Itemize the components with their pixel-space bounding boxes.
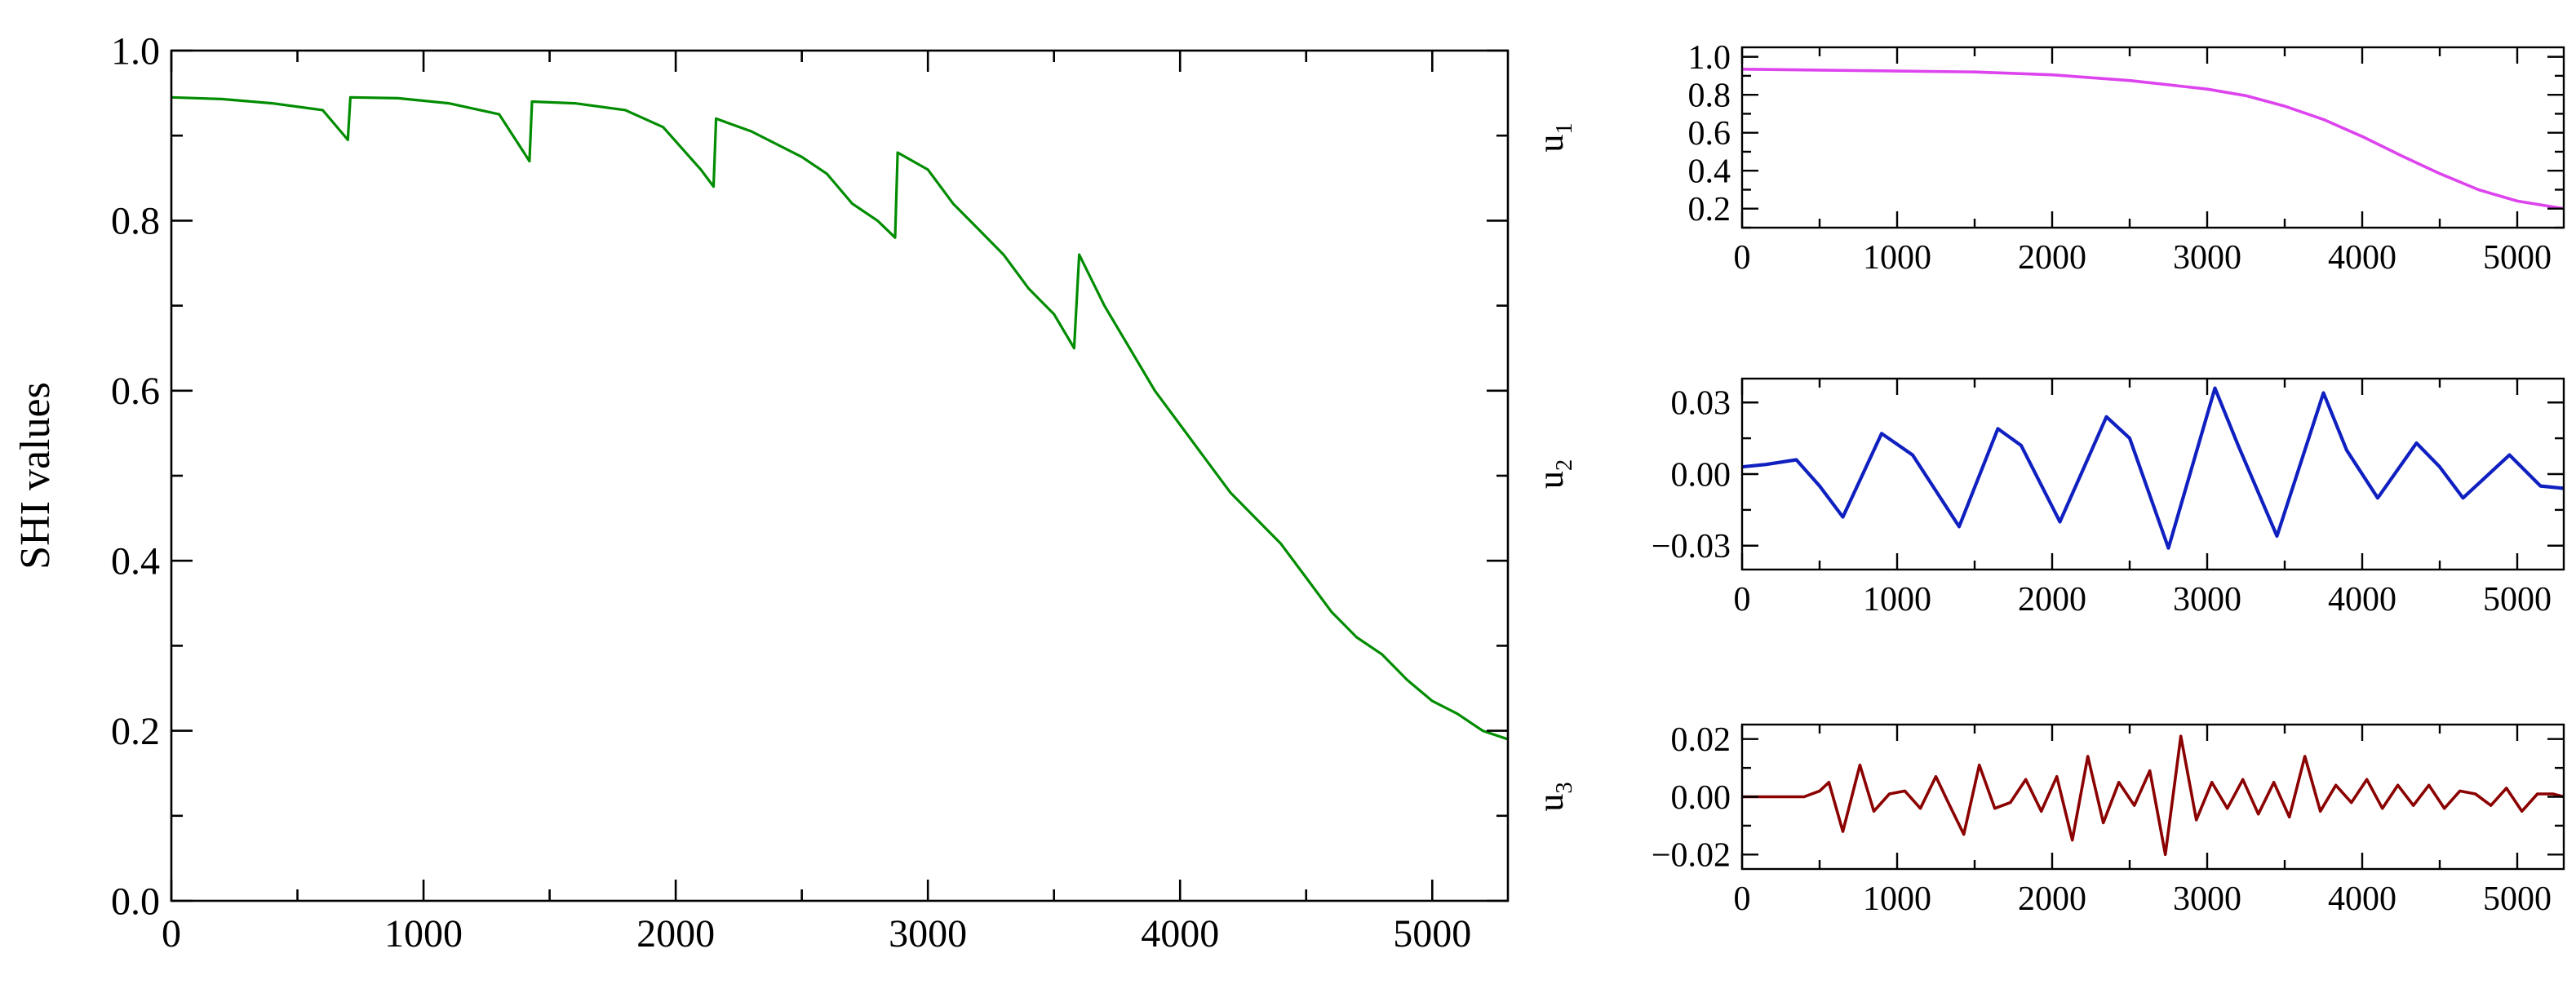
y-tick-label-u2: −0.03: [1652, 528, 1731, 565]
panel-main: 0 1000 2000 3000 4000 5000 0.0 0.2 0.4 0.6 0.8 1.0 S…: [12, 29, 1510, 955]
x-tick-label-u1: 3000: [2173, 239, 2241, 277]
x-tick-label-u1: 0: [1734, 239, 1751, 277]
y-tick-label-main: 0.6: [111, 370, 160, 413]
x-tick-label-u1: 2000: [2018, 239, 2086, 277]
y-axis-label-main-u2: u: [1531, 471, 1571, 489]
x-tick-label-main: 1000: [384, 912, 463, 955]
x-tick-label-u3: 2000: [2018, 880, 2086, 918]
y-axis-label-u2: u2: [1531, 459, 1577, 489]
x-tick-label-u3: 0: [1734, 880, 1751, 918]
y-tick-label-u2: 0.03: [1671, 385, 1731, 423]
x-tick-label-main: 4000: [1141, 912, 1219, 955]
y-tick-label-u3: 0.02: [1671, 721, 1731, 759]
y-tick-label-u1: 0.2: [1688, 191, 1731, 228]
x-tick-label-u2: 3000: [2173, 581, 2241, 618]
series-line-main-0: [171, 95, 1508, 741]
x-tick-label-u1: 4000: [2328, 239, 2396, 277]
x-tick-label-u3: 5000: [2483, 880, 2552, 918]
series-line-u1-0: [1742, 68, 2564, 211]
y-tick-label-u1: 0.4: [1688, 153, 1731, 190]
x-tick-label-u2: 4000: [2328, 581, 2396, 618]
panel-u1: 0 1000 2000 3000 4000 5000 0.20.40.60.81.0 u1: [1531, 39, 2565, 277]
y-tick-label-u1: 1.0: [1688, 39, 1731, 77]
x-tick-label-u2: 2000: [2018, 581, 2086, 618]
x-tick-label-u3: 3000: [2173, 880, 2241, 918]
x-tick-label-u3: 4000: [2328, 880, 2396, 918]
y-tick-label-u3: 0.00: [1671, 779, 1731, 817]
y-tick-label-main: 1.0: [111, 29, 160, 73]
y-tick-label-u3: −0.02: [1652, 837, 1731, 875]
x-tick-label-main: 0: [162, 912, 181, 955]
x-tick-label-u2: 5000: [2483, 581, 2552, 618]
y-axis-label-sub-u2: 2: [1552, 459, 1577, 471]
series-line-u2-0: [1742, 386, 2564, 550]
x-tick-label-u1: 5000: [2483, 239, 2552, 277]
x-tick-label-main: 5000: [1393, 912, 1471, 955]
y-tick-label-main: 0.2: [111, 710, 160, 753]
panel-u3: 0 1000 2000 3000 4000 5000 −0.02 0.00 0.02 u3: [1531, 721, 2565, 918]
y-axis-label-sub-u1: 1: [1552, 122, 1577, 134]
axes-frame-u1: [1740, 46, 2565, 229]
panel-u2: 0 1000 2000 3000 4000 5000 −0.03 0.00 0.03 u2: [1531, 377, 2565, 618]
y-tick-label-u2: 0.00: [1671, 456, 1731, 494]
y-axis-label-u1: u1: [1531, 122, 1577, 152]
y-tick-label-main: 0.8: [111, 200, 160, 243]
x-tick-label-u2: 0: [1734, 581, 1751, 618]
x-tick-label-u2: 1000: [1863, 581, 1931, 618]
y-axis-label-main: SHI values: [12, 382, 59, 570]
y-axis-label-u3: u3: [1531, 782, 1577, 811]
y-axis-label-main-u3: u: [1531, 794, 1571, 812]
y-tick-label-u1: 0.8: [1688, 77, 1731, 114]
x-tick-label-u1: 1000: [1863, 239, 1931, 277]
y-axis-label-sub-u3: 3: [1552, 782, 1577, 793]
series-line-u3-0: [1742, 734, 2564, 857]
x-tick-label-u3: 1000: [1863, 880, 1931, 918]
y-tick-label-main: 0.4: [111, 540, 160, 583]
x-tick-label-main: 3000: [889, 912, 967, 955]
y-tick-label-u1: 0.6: [1688, 115, 1731, 153]
y-axis-label-main-u1: u: [1531, 135, 1571, 153]
y-tick-label-main: 0.0: [111, 880, 160, 923]
x-tick-label-main: 2000: [636, 912, 715, 955]
